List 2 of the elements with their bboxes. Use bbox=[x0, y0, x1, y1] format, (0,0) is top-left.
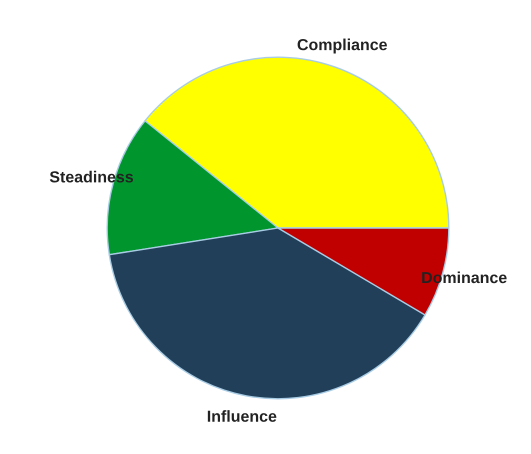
slice-label: Compliance bbox=[298, 38, 387, 54]
slice-label: Influence bbox=[208, 410, 276, 422]
